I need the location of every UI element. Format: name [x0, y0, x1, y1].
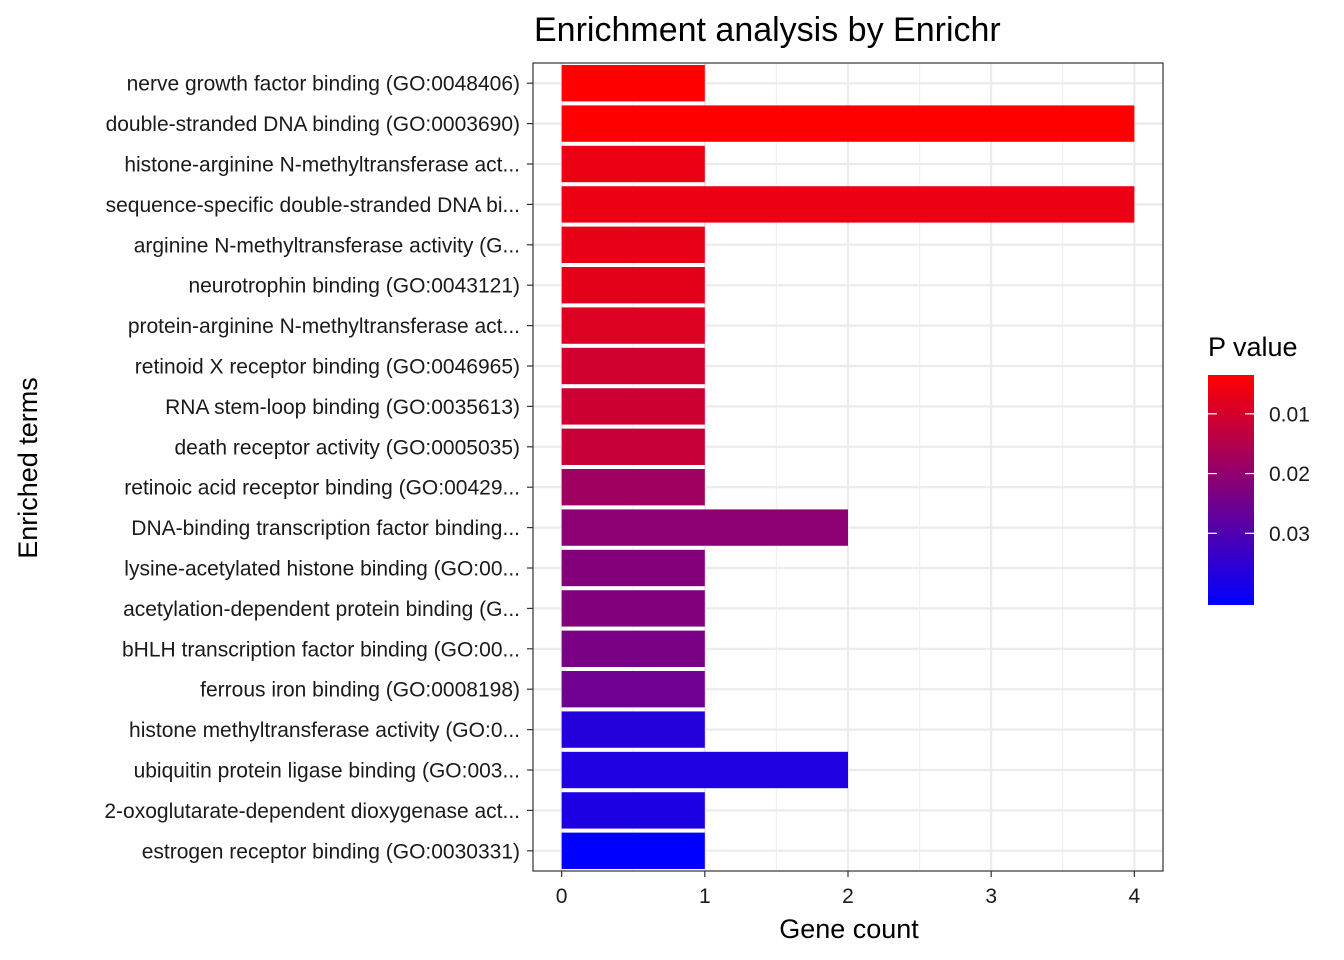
bar: [561, 792, 705, 829]
y-tick-label: death receptor activity (GO:0005035): [174, 436, 520, 459]
y-tick-label: lysine-acetylated histone binding (GO:00…: [124, 558, 520, 581]
y-tick-label: retinoid X receptor binding (GO:0046965): [135, 356, 520, 379]
y-tick-label: DNA-binding transcription factor binding…: [131, 517, 520, 540]
y-tick-label: protein-arginine N-methyltransferase act…: [128, 315, 520, 338]
bar: [561, 671, 705, 708]
bar: [561, 105, 1135, 142]
bar: [561, 307, 705, 344]
legend-title: P value: [1208, 332, 1298, 362]
colorbar: [1208, 375, 1254, 605]
bar: [561, 65, 705, 102]
bar: [561, 469, 705, 506]
x-axis: 0 1 2 3 4: [556, 871, 1141, 908]
y-tick-label: sequence-specific double-stranded DNA bi…: [106, 194, 520, 217]
y-tick-label: ubiquitin protein ligase binding (GO:003…: [134, 760, 520, 783]
x-tick-label: 0: [556, 885, 568, 908]
colorbar-tick-label: 0.01: [1269, 403, 1310, 426]
y-tick-label: histone methyltransferase activity (GO:0…: [129, 719, 520, 742]
colorbar-tick-label: 0.03: [1269, 523, 1310, 546]
bar: [561, 751, 848, 789]
bar: [561, 388, 705, 425]
y-tick-label: retinoic acid receptor binding (GO:00429…: [124, 477, 520, 500]
y-tick-label: neurotrophin binding (GO:0043121): [188, 275, 520, 298]
y-tick-label: histone-arginine N-methyltransferase act…: [124, 154, 520, 177]
bar: [561, 145, 705, 183]
plot-panel: [532, 62, 1164, 872]
bar: [561, 832, 705, 869]
bar: [561, 347, 705, 385]
y-tick-label: arginine N-methyltransferase activity (G…: [134, 234, 520, 257]
bar: [561, 590, 705, 627]
bar: [561, 428, 705, 465]
y-tick-label: estrogen receptor binding (GO:0030331): [142, 840, 520, 863]
bar: [561, 267, 705, 304]
x-tick-label: 3: [985, 885, 997, 908]
bar: [561, 186, 1135, 223]
bar: [561, 549, 705, 587]
y-axis: nerve growth factor binding (GO:0048406)…: [104, 73, 533, 863]
x-tick-label: 2: [842, 885, 854, 908]
bar: [561, 226, 705, 263]
bar: [561, 630, 705, 667]
y-tick-label: nerve growth factor binding (GO:0048406): [127, 73, 520, 96]
p-value-legend: P value 0.01 0.02 0.03: [1208, 332, 1310, 605]
y-tick-label: 2-oxoglutarate-dependent dioxygenase act…: [104, 800, 520, 823]
y-tick-label: RNA stem-loop binding (GO:0035613): [165, 396, 520, 419]
bar: [561, 711, 705, 748]
bar: [561, 509, 848, 546]
y-tick-label: bHLH transcription factor binding (GO:00…: [122, 638, 520, 661]
x-axis-title: Gene count: [779, 914, 919, 944]
y-tick-label: acetylation-dependent protein binding (G…: [123, 598, 520, 621]
colorbar-tick-label: 0.02: [1269, 463, 1310, 486]
chart-title: Enrichment analysis by Enrichr: [534, 11, 1001, 49]
y-axis-title: Enriched terms: [13, 377, 43, 559]
x-tick-label: 1: [699, 885, 711, 908]
x-tick-label: 4: [1129, 885, 1141, 908]
y-tick-label: ferrous iron binding (GO:0008198): [200, 679, 520, 702]
y-tick-label: double-stranded DNA binding (GO:0003690): [106, 113, 520, 136]
